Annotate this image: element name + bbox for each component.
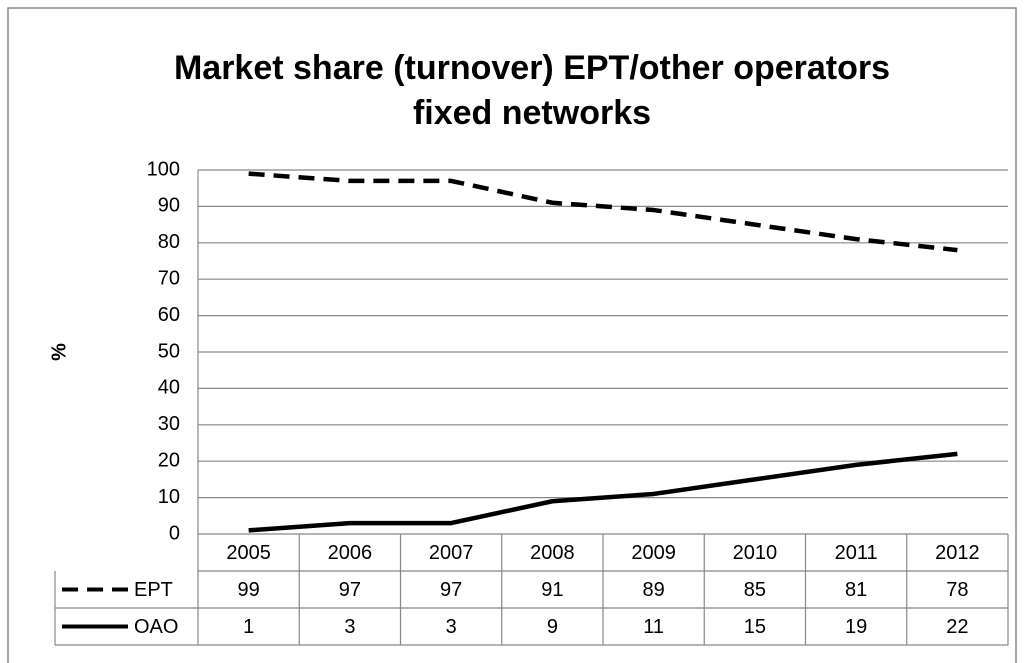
y-tick-label: 80 bbox=[158, 231, 180, 253]
x-tick-label: 2012 bbox=[935, 542, 980, 564]
x-tick-label: 2005 bbox=[226, 542, 271, 564]
x-tick-label: 2006 bbox=[328, 542, 373, 564]
x-tick-label: 2009 bbox=[631, 542, 676, 564]
table-value: 22 bbox=[946, 616, 968, 638]
table-value: 91 bbox=[541, 579, 563, 601]
table-value: 89 bbox=[643, 579, 665, 601]
y-tick-label: 30 bbox=[158, 413, 180, 435]
table-value: 97 bbox=[440, 579, 462, 601]
table-value: 99 bbox=[238, 579, 260, 601]
table-value: 19 bbox=[845, 616, 867, 638]
table-value: 85 bbox=[744, 579, 766, 601]
x-tick-label: 2007 bbox=[429, 542, 474, 564]
y-tick-label: 10 bbox=[158, 486, 180, 508]
legend-label: EPT bbox=[134, 579, 173, 601]
table-value: 3 bbox=[446, 616, 457, 638]
y-tick-label: 70 bbox=[158, 267, 180, 289]
table-value: 1 bbox=[243, 616, 254, 638]
table-value: 78 bbox=[946, 579, 968, 601]
table-value: 3 bbox=[344, 616, 355, 638]
table-value: 11 bbox=[643, 616, 664, 638]
x-tick-label: 2010 bbox=[733, 542, 778, 564]
table-value: 9 bbox=[547, 616, 558, 638]
table-value: 81 bbox=[845, 579, 867, 601]
chart-title: fixed networks bbox=[413, 94, 651, 132]
legend-label: OAO bbox=[134, 616, 178, 638]
y-tick-label: 60 bbox=[158, 304, 180, 326]
chart-border bbox=[7, 7, 1017, 663]
table-value: 15 bbox=[744, 616, 766, 638]
series-line bbox=[248, 451, 958, 533]
y-tick-label: 20 bbox=[158, 449, 180, 471]
x-tick-label: 2011 bbox=[835, 542, 878, 564]
x-tick-label: 2008 bbox=[530, 542, 575, 564]
chart-title: Market share (turnover) EPT/other operat… bbox=[174, 49, 890, 87]
y-tick-label: 40 bbox=[158, 377, 180, 399]
series-line bbox=[248, 171, 958, 253]
y-tick-label: 90 bbox=[158, 195, 180, 217]
y-axis-label: % bbox=[48, 343, 70, 361]
y-tick-label: 0 bbox=[169, 522, 180, 544]
y-tick-label: 100 bbox=[147, 158, 180, 180]
y-tick-label: 50 bbox=[158, 340, 180, 362]
table-value: 97 bbox=[339, 579, 361, 601]
